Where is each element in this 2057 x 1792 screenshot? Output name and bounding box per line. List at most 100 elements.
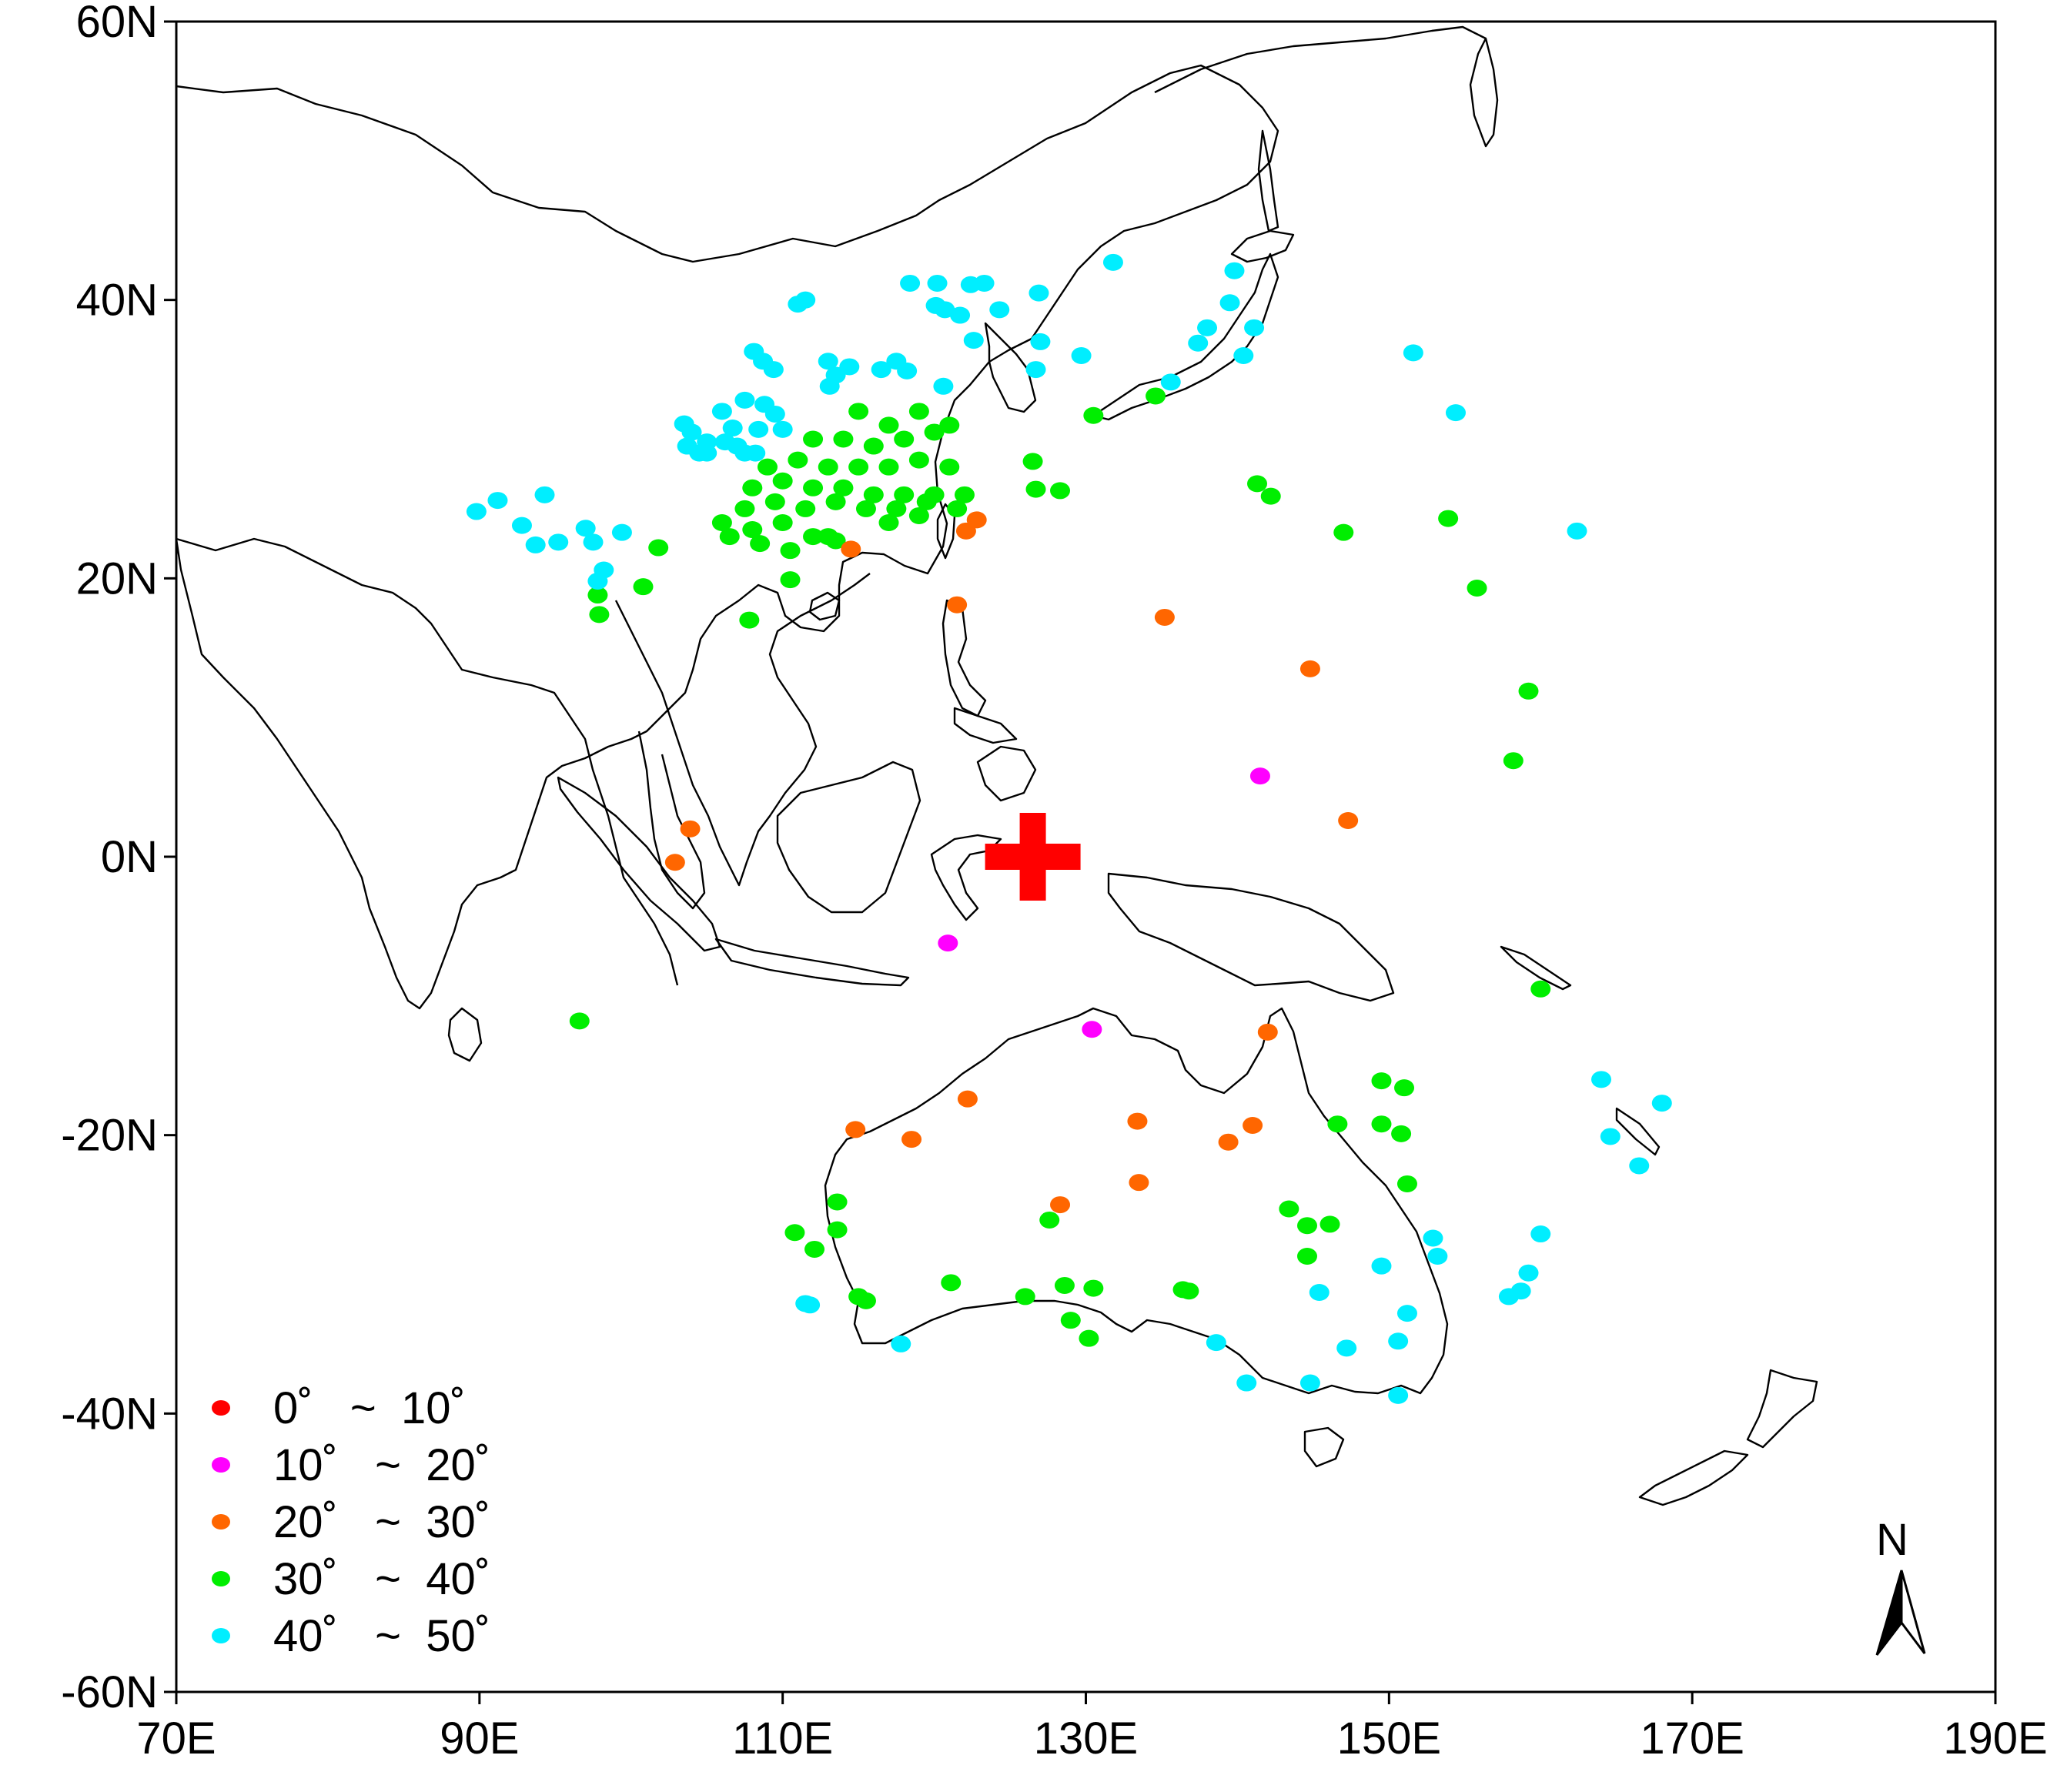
station-dot-green (742, 479, 763, 496)
north-arrow-right (1900, 1570, 1926, 1654)
station-dot-green (863, 437, 884, 455)
station-dot-green (1319, 1215, 1340, 1233)
legend-label: 0˚ ~ 10˚ (273, 1383, 466, 1433)
legend-swatch (212, 1457, 230, 1473)
station-dot-green (827, 1193, 848, 1211)
station-dot-cyan (819, 377, 840, 395)
axis-ticks (164, 20, 1997, 1704)
station-dot-green (1260, 487, 1281, 505)
station-dot-cyan (974, 274, 995, 292)
station-dot-orange (1218, 1133, 1239, 1151)
y-tick-label: 40N (76, 276, 158, 326)
station-dot-green (803, 528, 824, 546)
station-dot-green (1438, 510, 1459, 527)
coast-new-caledonia (1615, 1107, 1661, 1156)
station-dot-cyan (466, 503, 487, 520)
station-dot-green (941, 1274, 962, 1292)
station-dot-orange (966, 511, 987, 529)
station-dot-cyan (1518, 1264, 1539, 1282)
station-dot-orange (680, 820, 701, 837)
station-dot-cyan (734, 391, 755, 409)
station-dot-green (1083, 406, 1104, 424)
station-dot-green (878, 514, 899, 531)
station-dot-green (827, 1221, 848, 1239)
station-dot-cyan (1427, 1247, 1448, 1265)
coast-malay (637, 731, 706, 910)
station-dot-green (1022, 453, 1043, 470)
station-dot-green (803, 479, 824, 496)
station-dot-green (734, 500, 755, 517)
station-dot-green (1503, 752, 1524, 770)
red-cross-icon (985, 813, 1081, 901)
x-tick-label: 110E (732, 1713, 833, 1764)
station-dot-cyan (871, 361, 891, 379)
station-dot-green (1025, 480, 1046, 498)
station-dot-cyan (1197, 319, 1218, 336)
station-dot-cyan (487, 492, 508, 510)
station-dot-cyan (681, 423, 702, 441)
legend-label: 40˚ ~ 50˚ (273, 1611, 490, 1661)
station-dot-cyan (583, 533, 604, 551)
station-dot-cyan (1336, 1339, 1357, 1357)
station-dot-orange (901, 1131, 922, 1148)
coast-okhotsk (1154, 25, 1487, 94)
x-tick-label: 190E (1943, 1713, 2047, 1764)
y-tick-label: -60N (61, 1667, 158, 1717)
coast-korea (984, 322, 1037, 413)
station-dot-cyan (1388, 1386, 1409, 1404)
station-dot-cyan (1233, 347, 1254, 364)
station-dot-cyan (1651, 1095, 1672, 1112)
station-dot-orange (664, 854, 685, 871)
station-dot-cyan (1236, 1374, 1257, 1392)
coast-asia (175, 64, 1279, 1010)
x-tick-label: 90E (440, 1713, 519, 1764)
y-tick-label: -20N (61, 1111, 158, 1161)
station-dot-orange (845, 1121, 866, 1138)
station-dot-orange (1243, 1117, 1263, 1135)
station-dot-green (894, 430, 915, 448)
station-dot-cyan (927, 274, 948, 292)
station-dot-green (954, 486, 975, 503)
station-dot-green (742, 521, 763, 539)
y-axis-labels: 60N 40N 20N 0N -20N -40N -60N (61, 0, 158, 1717)
station-dot-green (908, 507, 929, 524)
station-dot-cyan (1445, 404, 1466, 422)
station-dot-green (1394, 1079, 1415, 1097)
station-dot-green (825, 532, 846, 550)
legend-swatch (212, 1628, 230, 1643)
station-dot-cyan (788, 296, 808, 313)
station-dot-green (648, 539, 669, 557)
station-dot-green (711, 514, 732, 531)
station-dot-magenta (1082, 1021, 1102, 1038)
station-dot-cyan (1309, 1284, 1330, 1302)
legend-swatch (212, 1400, 230, 1416)
station-dot-cyan (1629, 1157, 1650, 1175)
station-dot-cyan (511, 517, 532, 534)
station-dot-cyan (900, 274, 921, 292)
station-dot-green (750, 535, 771, 553)
coast-java (714, 938, 910, 987)
station-dot-green (939, 416, 960, 434)
station-dot-green (1296, 1217, 1317, 1235)
station-dot-green (1083, 1279, 1104, 1297)
x-axis-labels: 70E 90E 110E 130E 150E 170E 190E (136, 1713, 2047, 1764)
station-dot-green (878, 416, 899, 434)
station-dot-orange (947, 596, 968, 613)
station-dot-green (1060, 1312, 1081, 1329)
station-dot-cyan (1244, 319, 1265, 336)
station-dot-green (719, 528, 740, 546)
coast-borneo (776, 761, 921, 914)
coast-hainan (808, 591, 841, 621)
station-dot-cyan (800, 1296, 821, 1314)
y-tick-label: 0N (101, 832, 158, 882)
legend-swatch (212, 1571, 230, 1586)
station-dot-cyan (697, 444, 717, 462)
coast-indochina (614, 573, 871, 887)
station-dot-green (1039, 1211, 1060, 1229)
station-dot-green (924, 423, 945, 441)
station-dot-green (764, 493, 785, 510)
coast-new-zealand-north (1746, 1369, 1818, 1449)
legend-swatch (212, 1514, 230, 1530)
coast-japan (1092, 252, 1279, 421)
